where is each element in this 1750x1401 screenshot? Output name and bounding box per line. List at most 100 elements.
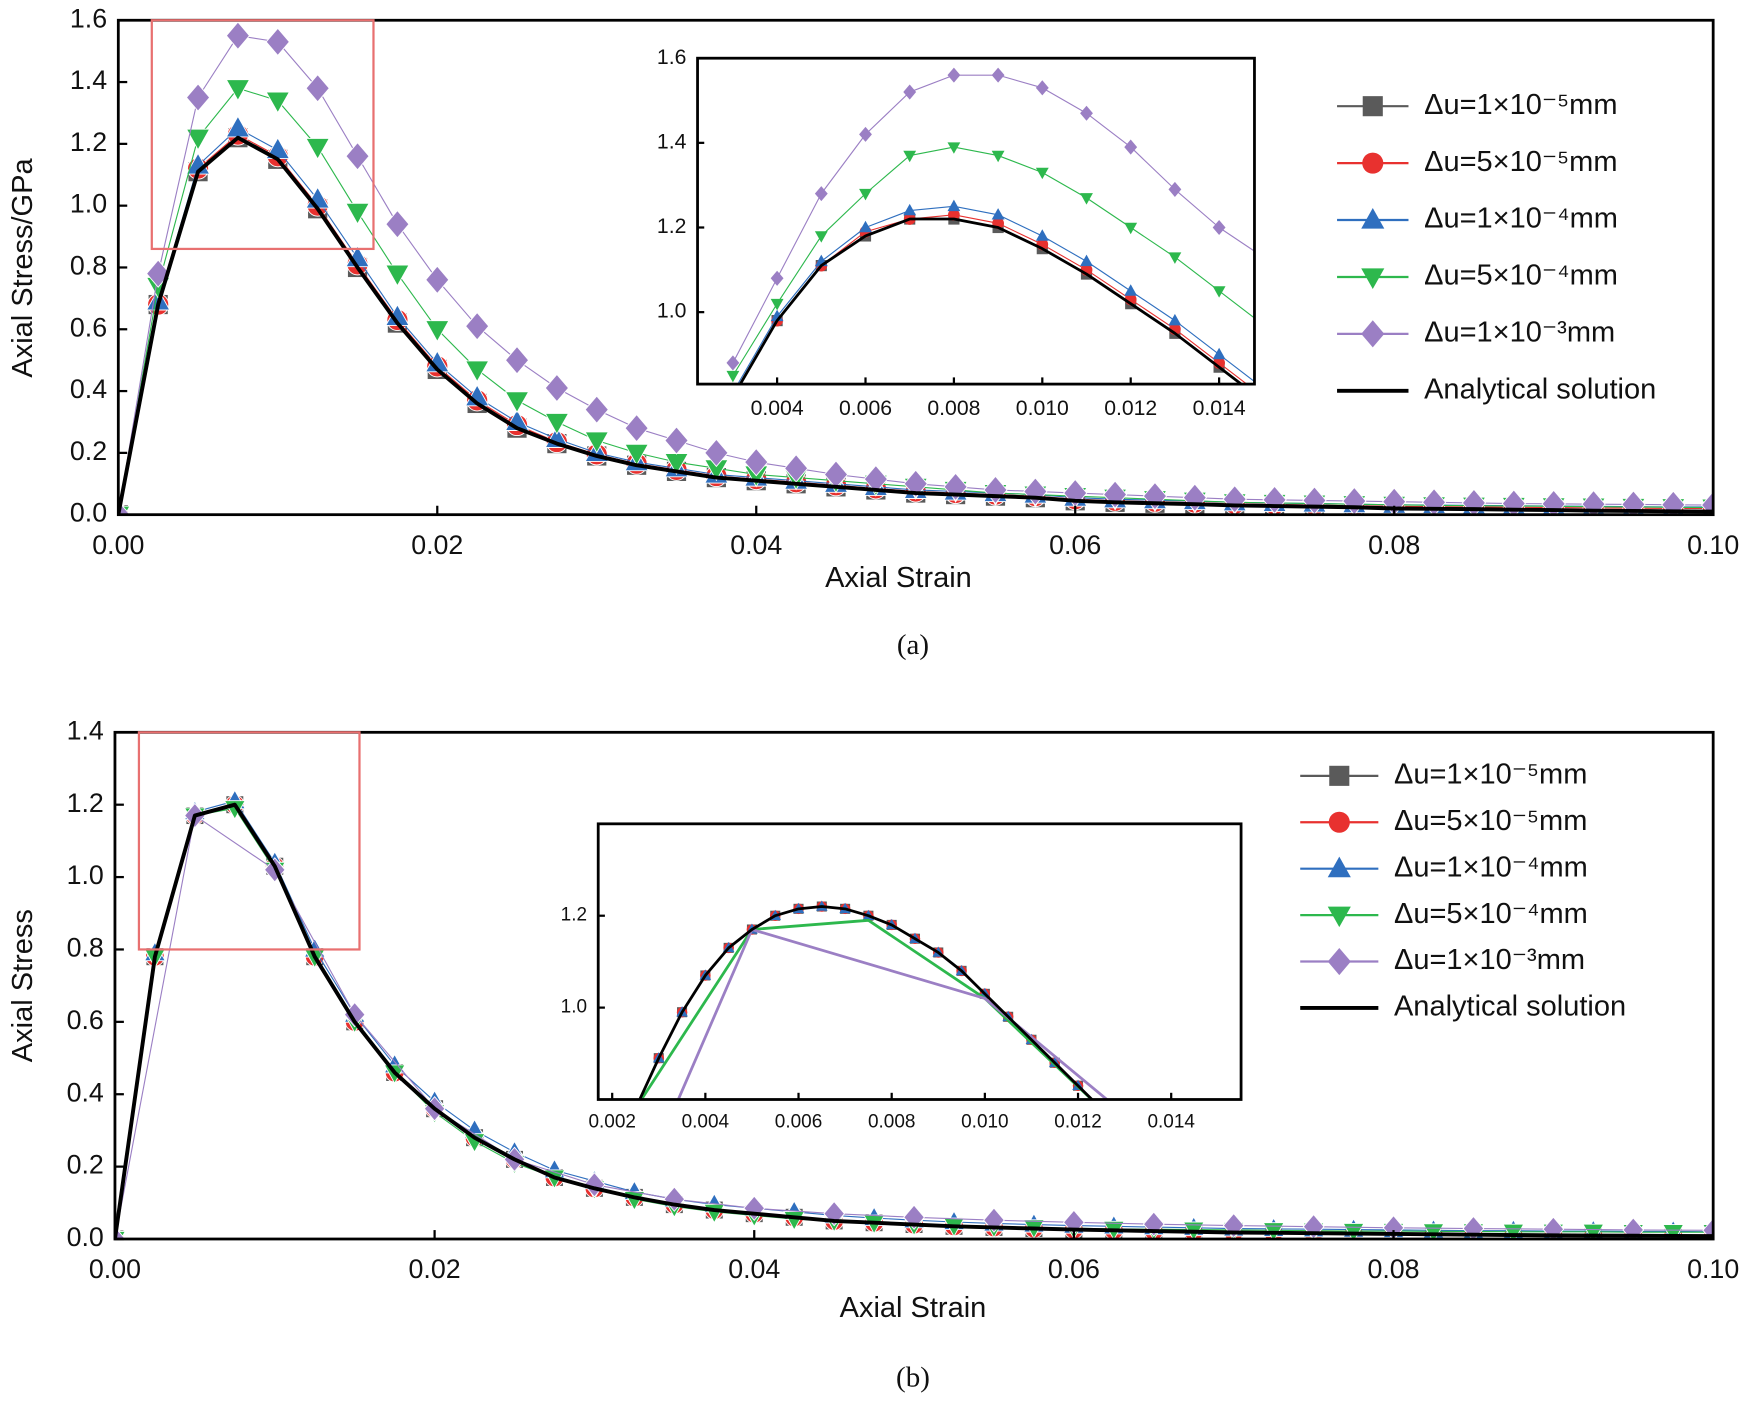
marker [770,298,784,311]
x-tick-label: 0.008 [868,1111,915,1132]
marker [225,21,251,50]
legend: Δu=1×10⁻⁵mm Δu=5×10⁻⁵mm Δu=1×10⁻⁴mm Δu=5×10… [1337,89,1656,405]
legend-marker [1361,268,1385,290]
plot-area [114,789,1714,1240]
legend-marker [1362,152,1384,174]
y-tick-label: 0.2 [67,1150,104,1180]
marker [859,220,872,233]
marker [991,208,1005,220]
marker [1080,193,1093,205]
y-tick-label: 0.4 [70,374,107,404]
legend-marker [1327,906,1351,928]
marker [1702,1217,1714,1240]
plot-area [638,900,1110,1100]
x-tick-label: 0.06 [1048,1254,1100,1284]
x-tick-label: 0.04 [728,1254,780,1284]
marker [185,83,211,112]
x-tick-label: 0.10 [1687,530,1739,560]
marker [903,469,928,499]
legend-marker [1327,856,1351,878]
y-tick-label: 1.4 [67,715,104,745]
x-tick-label: 0.08 [1367,1254,1419,1284]
plot-frame [596,822,1243,1101]
marker [664,426,689,455]
y-tick-label: 1.2 [657,215,686,238]
caption: (a) [897,629,929,661]
marker [624,413,649,443]
legend-label: Analytical solution [1394,991,1626,1023]
marker [584,431,610,454]
x-tick-label: 0.00 [89,1254,141,1284]
marker [903,150,917,163]
marker [544,373,570,403]
legend-label: Δu=5×10⁻⁵mm [1394,805,1587,837]
y-tick-label: 0.0 [67,1222,104,1252]
marker [1023,477,1048,506]
marker [1168,252,1182,264]
y-tick-label: 1.0 [70,189,107,219]
y-tick-label: 1.6 [657,46,686,69]
x-tick-label: 0.004 [682,1111,729,1132]
marker [1168,313,1182,326]
legend-label: Δu=1×10⁻⁵mm [1424,89,1617,121]
y-tick-label: 1.4 [657,130,687,153]
marker [385,264,410,287]
y-tick-label: 1.0 [67,860,104,890]
marker [345,141,370,171]
marker [305,73,330,103]
marker [345,202,370,225]
marker [305,137,330,160]
plot-background [598,823,1242,1100]
x-tick-label: 0.08 [1368,530,1420,560]
series-line [738,217,1244,385]
x-tick-label: 0.006 [775,1111,822,1132]
x-axis-title: Axial Strain [840,1292,987,1324]
marker [726,370,740,383]
y-tick-label: 1.4 [70,65,107,95]
marker [265,91,291,114]
plot-frame [696,56,1256,386]
legend-marker [1327,947,1351,976]
y-tick-label: 1.6 [70,3,107,33]
marker [1080,254,1093,267]
x-tick-label: 0.002 [588,1111,635,1132]
marker [863,464,889,494]
marker [947,199,961,212]
marker [265,27,290,57]
marker [425,265,450,295]
marker [1168,181,1182,197]
marker [1661,490,1686,515]
marker [465,311,490,341]
marker [114,1226,126,1240]
marker [1212,347,1226,360]
plot-background [697,58,1255,385]
x-axis-title: Axial Strain [825,562,972,594]
y-tick-label: 0.6 [67,1005,104,1035]
x-tick-label: 0.006 [839,397,892,420]
y-tick-label: 0.4 [67,1077,104,1107]
legend-label: Δu=1×10⁻⁴mm [1394,851,1588,883]
legend-label: Δu=5×10⁻⁵mm [1424,146,1617,178]
x-tick-label: 0.010 [1016,397,1069,420]
marker [814,231,828,243]
x-tick-label: 0.02 [411,530,463,560]
x-tick-label: 0.02 [409,1254,461,1284]
marker [1212,286,1226,298]
marker [1035,229,1049,241]
y-tick-label: 1.2 [67,788,104,818]
marker [1582,1223,1605,1240]
legend-label: Δu=5×10⁻⁴mm [1424,260,1618,292]
x-tick-label: 0.04 [730,530,782,560]
marker [1701,490,1714,515]
marker [1124,222,1138,235]
legend-label: Δu=1×10⁻⁴mm [1424,203,1618,235]
x-tick-label: 0.012 [1104,397,1157,420]
legend-label: Δu=5×10⁻⁴mm [1394,898,1588,930]
legend-marker [1328,811,1350,833]
marker [1124,139,1138,155]
marker [504,345,530,375]
marker [1621,490,1646,515]
y-tick-label: 0.8 [67,933,104,963]
marker [991,150,1005,163]
